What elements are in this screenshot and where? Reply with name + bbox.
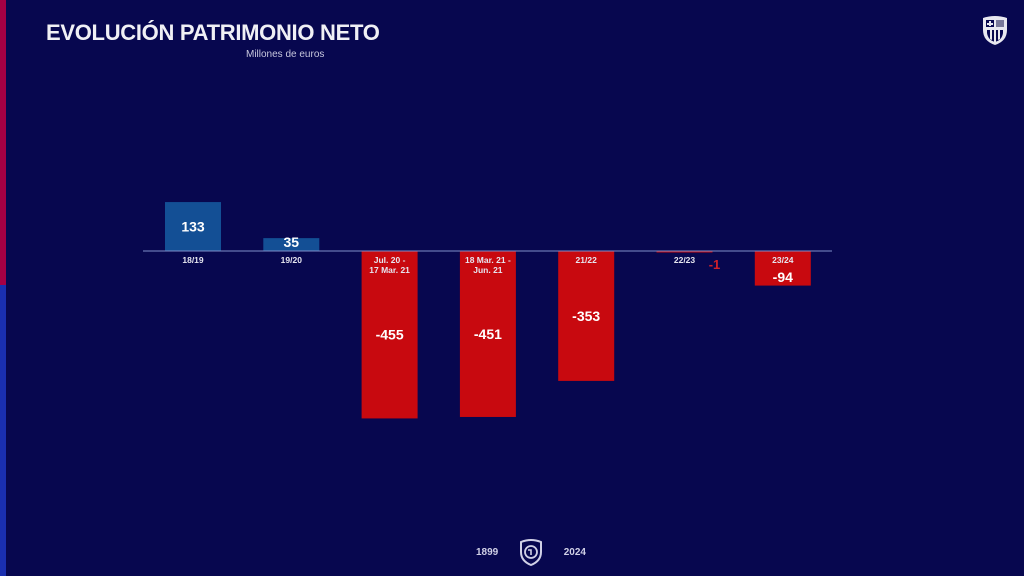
data-label: -353 xyxy=(572,308,600,324)
category-label: 23/24 xyxy=(772,255,794,265)
bar xyxy=(459,251,516,417)
chart-subtitle: Millones de euros xyxy=(246,49,325,60)
footer: 1899 2024 xyxy=(476,538,586,566)
category-label: 17 Mar. 21 xyxy=(369,265,410,275)
bar xyxy=(754,251,811,286)
footer-start-year: 1899 xyxy=(476,546,499,558)
footer-end-year: 2024 xyxy=(563,546,586,558)
bar xyxy=(165,202,221,251)
category-label: Jun. 21 xyxy=(473,265,503,275)
category-label: 21/22 xyxy=(576,255,598,265)
category-label: Jul. 20 - xyxy=(374,255,406,265)
bar xyxy=(558,251,615,381)
data-label: 133 xyxy=(181,219,205,235)
bar xyxy=(656,251,713,253)
data-label: -94 xyxy=(773,269,793,285)
data-label: -451 xyxy=(474,326,502,342)
data-label: 35 xyxy=(284,234,300,250)
accent-stripe-blue xyxy=(0,285,6,576)
bar xyxy=(263,238,320,251)
accent-stripe-red xyxy=(0,0,6,285)
data-label: -455 xyxy=(376,327,404,343)
category-label: 18/19 xyxy=(182,255,204,265)
chart-title: EVOLUCIÓN PATRIMONIO NETO xyxy=(46,20,380,45)
125-anniversary-crest-icon xyxy=(520,539,542,566)
category-label: 22/23 xyxy=(674,255,696,265)
category-label: 19/20 xyxy=(281,255,303,265)
category-label: 18 Mar. 21 - xyxy=(465,255,511,265)
data-label: -1 xyxy=(709,257,721,272)
fc-barcelona-crest-icon xyxy=(983,16,1007,45)
bar xyxy=(361,251,418,419)
